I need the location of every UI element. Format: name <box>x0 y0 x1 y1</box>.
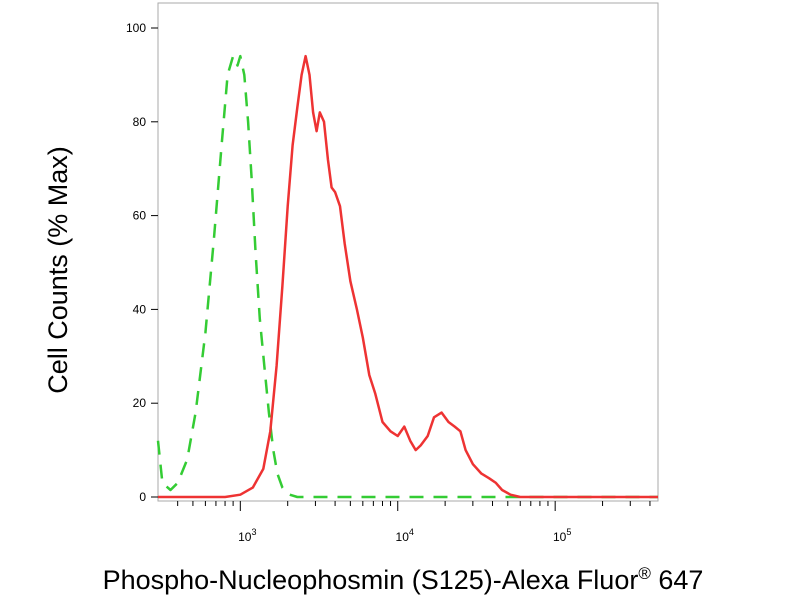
y-tick-label: 20 <box>133 396 147 410</box>
y-axis: 0 20 40 60 80 100 <box>126 21 158 504</box>
y-axis-label: Cell Counts (% Max) <box>43 146 73 394</box>
x-tick-label: 103 <box>238 527 256 544</box>
x-axis: 103 104 105 <box>177 501 651 544</box>
y-tick-label: 100 <box>126 21 146 35</box>
series-line-2 <box>158 54 658 499</box>
x-tick-label: 105 <box>553 527 571 544</box>
x-axis-label: Phospho-Nucleophosmin (S125)-Alexa Fluor… <box>103 564 704 595</box>
x-axis-label-registered: ® <box>638 564 651 583</box>
x-axis-label-suffix: 647 <box>651 565 704 595</box>
plot-frame <box>157 2 659 502</box>
y-tick-label: 40 <box>133 302 147 316</box>
y-tick-label: 0 <box>139 490 146 504</box>
y-tick-label: 60 <box>133 209 147 223</box>
series-line-1 <box>156 54 658 499</box>
x-tick-label: 104 <box>396 527 414 544</box>
y-tick-label: 80 <box>133 115 147 129</box>
series-layer <box>156 54 658 499</box>
x-axis-label-main: Phospho-Nucleophosmin (S125)-Alexa Fluor <box>103 565 639 595</box>
